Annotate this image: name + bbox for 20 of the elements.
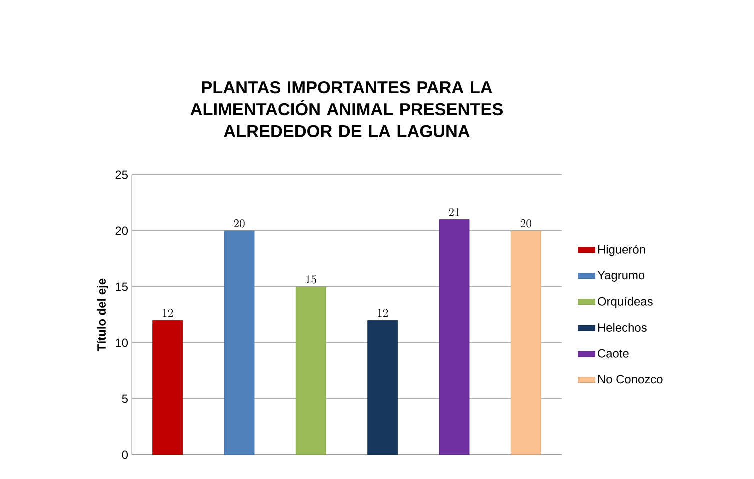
y-axis-title: Título del eje: [97, 278, 108, 352]
legend-label: Caote: [598, 349, 629, 358]
legend-label: No Conozco: [598, 375, 663, 384]
y-tick-label: 10: [116, 338, 128, 348]
legend-label: Yagrumo: [598, 271, 645, 282]
y-tick-label: 20: [116, 226, 128, 236]
data-label: 20: [520, 220, 532, 228]
data-label: 12: [163, 309, 174, 318]
y-tick-label: 5: [122, 394, 128, 404]
y-tick-label: 25: [116, 170, 128, 180]
legend-label: Higuerón: [598, 244, 646, 256]
legend-label: Helechos: [598, 323, 647, 332]
chart-title: PLANTAS IMPORTANTES PARA LA ALIMENTACIÓN ANIMAL PRESENTES ALREDEDOR DE LA LAGUNA: [190, 81, 504, 138]
data-label: 15: [306, 276, 316, 284]
data-label: 21: [449, 208, 460, 216]
y-tick-label: 0: [122, 450, 128, 460]
y-tick-label: 15: [116, 282, 128, 292]
data-label: 12: [378, 309, 388, 318]
legend-label: Orquídeas: [598, 296, 653, 308]
data-label: 20: [234, 220, 245, 228]
